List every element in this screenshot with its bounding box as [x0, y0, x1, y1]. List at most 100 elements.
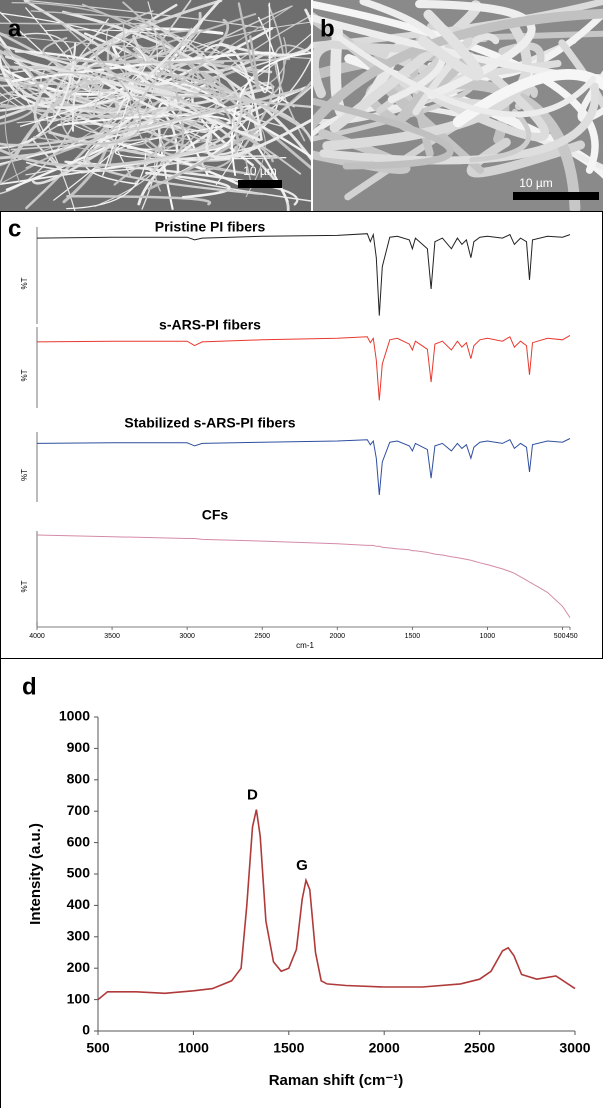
fiber — [11, 51, 277, 83]
fiber — [260, 2, 271, 94]
x-tick-label: 1000 — [178, 1040, 209, 1056]
fiber — [204, 43, 263, 141]
fiber — [0, 6, 292, 185]
fiber — [319, 82, 600, 165]
fiber — [66, 195, 212, 206]
scale-bar — [513, 192, 599, 200]
fiber — [42, 37, 291, 64]
fiber — [274, 44, 311, 142]
scale-bar-label: 10 µm — [243, 164, 277, 178]
spectrum-line — [36, 534, 571, 618]
fiber — [313, 8, 603, 131]
fiber — [113, 82, 274, 186]
fiber — [452, 69, 603, 128]
y-tick-label: 400 — [67, 896, 91, 912]
fiber — [577, 70, 603, 123]
fiber — [4, 72, 130, 184]
spectrum-line — [97, 809, 576, 1001]
fiber — [154, 14, 311, 192]
fiber — [0, 13, 257, 97]
fiber — [0, 10, 159, 25]
y-axis-label: %T — [20, 277, 29, 289]
panel-label: d — [22, 673, 37, 700]
series-label: s-ARS-PI fibers — [159, 317, 261, 333]
fiber — [141, 20, 243, 165]
fiber — [1, 32, 311, 60]
scale-bar-label: 10 µm — [519, 176, 553, 190]
fiber — [0, 27, 274, 109]
y-tick-label: 300 — [67, 928, 91, 944]
series-label: CFs — [202, 507, 229, 523]
x-tick-label: 2500 — [254, 633, 270, 640]
fiber — [16, 107, 215, 124]
fiber — [0, 98, 61, 112]
x-tick-label: 1500 — [273, 1040, 304, 1056]
fiber — [0, 46, 165, 186]
fiber — [0, 88, 302, 147]
fiber — [147, 80, 311, 191]
peak-label: G — [296, 857, 308, 874]
fiber — [3, 45, 177, 96]
fiber — [95, 43, 311, 108]
x-axis-label: Raman shift (cm⁻¹) — [269, 1072, 404, 1089]
fiber — [469, 108, 532, 163]
y-tick-label: 0 — [82, 1022, 90, 1038]
fiber — [399, 65, 550, 142]
x-tick-label: 4000 — [29, 633, 45, 640]
fibers-a — [0, 0, 311, 211]
y-axis-label: %T — [20, 369, 29, 381]
y-axis-label: %T — [20, 469, 29, 481]
fiber — [49, 33, 311, 136]
x-tick-label: 500 — [86, 1040, 110, 1056]
y-tick-label: 700 — [67, 802, 91, 818]
fiber — [71, 61, 174, 132]
fibers — [0, 0, 603, 211]
fiber — [0, 29, 203, 121]
panel-label: c — [8, 215, 21, 242]
fiber — [201, 71, 311, 170]
x-tick-label: 500 — [554, 633, 566, 640]
fiber — [114, 124, 287, 160]
fiber — [11, 2, 252, 184]
fiber — [60, 27, 193, 144]
fiber — [558, 39, 603, 149]
y-tick-label: 600 — [67, 833, 91, 849]
x-tick-label: 2000 — [329, 633, 345, 640]
y-axis-label: Intensity (a.u.) — [27, 823, 44, 925]
y-tick-label: 1000 — [59, 708, 90, 724]
fiber — [14, 50, 311, 159]
y-axis-label: %T — [20, 580, 29, 592]
fiber — [230, 52, 311, 176]
fiber — [142, 4, 285, 101]
y-tick-label: 200 — [67, 959, 91, 975]
x-tick-label: 450 — [566, 633, 578, 640]
y-tick-label: 500 — [67, 865, 91, 881]
peak-label: D — [247, 787, 258, 804]
fiber — [237, 2, 260, 90]
y-tick-label: 800 — [67, 771, 91, 787]
fiber — [0, 49, 19, 71]
fiber — [335, 34, 597, 118]
fiber — [417, 9, 484, 81]
x-axis-label: cm-1 — [296, 641, 314, 650]
fiber — [313, 97, 454, 170]
fiber — [218, 8, 311, 57]
x-tick-label: 1500 — [405, 633, 421, 640]
fibers-b — [313, 0, 603, 211]
x-tick-label: 2000 — [369, 1040, 400, 1056]
spectrum-line — [36, 232, 571, 316]
x-tick-label: 1000 — [480, 633, 496, 640]
panel-label: a — [8, 15, 22, 42]
fiber — [313, 14, 603, 82]
scale-bar — [238, 180, 282, 188]
y-tick-label: 100 — [67, 990, 91, 1006]
x-tick-label: 3500 — [104, 633, 120, 640]
series-label: Pristine PI fibers — [155, 219, 266, 235]
panel-label: b — [320, 15, 335, 42]
fiber — [205, 118, 311, 159]
x-tick-label: 2500 — [464, 1040, 495, 1056]
fiber — [33, 0, 223, 133]
panel-frame — [0, 211, 603, 659]
